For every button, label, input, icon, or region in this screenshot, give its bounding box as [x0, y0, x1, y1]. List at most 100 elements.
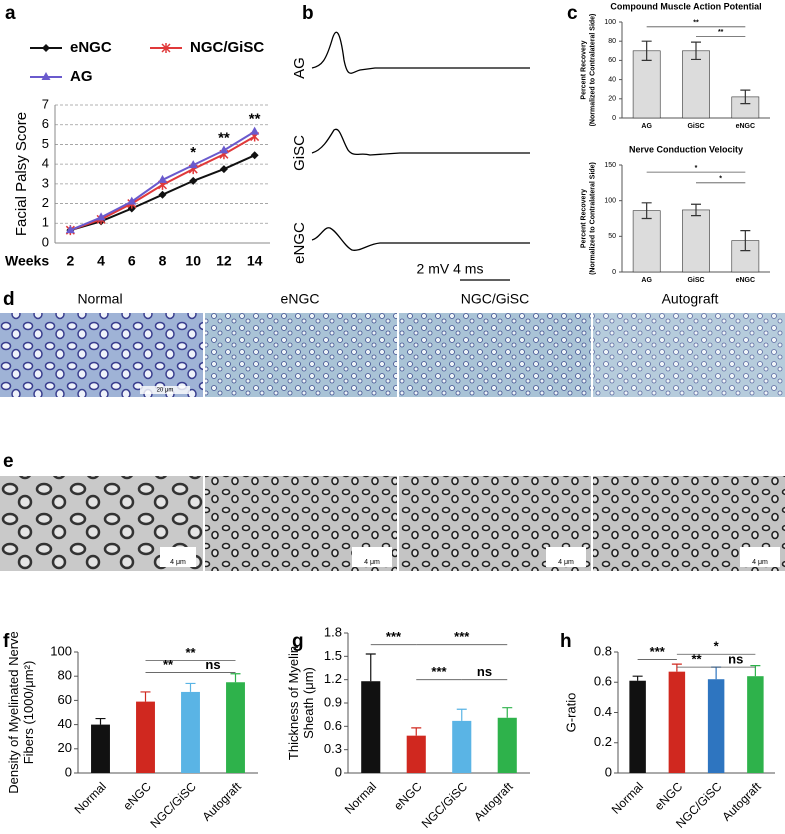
panel-letter: d: [3, 289, 15, 310]
y-tick-label: 80: [608, 38, 616, 45]
panel-letter: c: [567, 3, 578, 24]
significance: **: [693, 20, 699, 27]
error-bar: [641, 40, 652, 61]
chart-title: Compound Muscle Action Potential: [610, 1, 761, 11]
bar: [136, 701, 155, 773]
panel-letter: h: [560, 631, 572, 652]
y-tick-label: 100: [604, 198, 616, 205]
marker: [96, 212, 106, 221]
significance: ***: [650, 644, 666, 659]
x-tick-label: AG: [641, 277, 652, 284]
y-tick-label: 100: [604, 19, 616, 26]
legend-label: NGC/GiSC: [190, 39, 264, 56]
micrographs-d: [0, 313, 785, 397]
y-axis-label: Facial Palsy Score: [13, 112, 30, 236]
y-tick-label: 1: [42, 215, 49, 230]
error-bar: [502, 707, 513, 718]
micrographs-e: [0, 476, 785, 571]
marker: [189, 176, 198, 185]
x-tick-label: AG: [641, 123, 652, 130]
x-tick-label: Autograft: [471, 779, 516, 824]
legend-label: eNGC: [70, 39, 112, 56]
y-tick-label: 60: [58, 692, 72, 707]
significance: ***: [386, 629, 402, 644]
x-tick-label: 4: [97, 253, 105, 269]
y-tick-label: 0.4: [594, 704, 612, 719]
y-tick-label: 40: [58, 716, 72, 731]
x-tick-label: Normal: [342, 779, 379, 816]
y-tick-label: 0: [612, 115, 616, 122]
y-tick-label: 40: [608, 76, 616, 83]
x-tick-label: Autograft: [719, 779, 764, 824]
group-label: Autograft: [662, 291, 719, 307]
y-tick-label: 60: [608, 57, 616, 64]
legend-label: AG: [70, 68, 93, 85]
significance: **: [718, 29, 724, 36]
y-tick-label: 0: [605, 764, 612, 779]
significance: **: [185, 645, 196, 660]
y-tick-label: 3: [42, 175, 49, 190]
significance: *: [719, 176, 722, 183]
error-bar: [740, 230, 751, 252]
marker: [127, 196, 137, 205]
panel-letter: f: [3, 631, 10, 652]
y-tick-label: 100: [50, 643, 72, 658]
trace-label: eNGC: [291, 222, 308, 264]
trace-label: GiSC: [291, 135, 308, 171]
significance: ns: [728, 652, 743, 667]
significance: **: [218, 129, 230, 146]
x-tick-label: 10: [185, 253, 201, 269]
panel-letter: g: [292, 631, 304, 652]
trace-gisc: [311, 128, 530, 156]
y-tick-label: 5: [42, 136, 49, 151]
x-tick-label: eNGC: [736, 123, 755, 130]
y-axis-label: Fibers (1000/μm²): [21, 661, 36, 765]
significance: ns: [477, 664, 492, 679]
y-tick-label: 7: [42, 96, 49, 111]
y-tick-label: 0: [65, 764, 72, 779]
y-tick-label: 50: [608, 233, 616, 240]
error-bar: [456, 708, 467, 721]
y-tick-label: 6: [42, 116, 49, 131]
significance: **: [249, 111, 261, 128]
y-axis-label: (Normalized to Contralateral Side): [589, 162, 596, 275]
error-bar: [411, 727, 422, 736]
trace-ag: [311, 31, 530, 74]
group-label: NGC/GiSC: [461, 291, 529, 307]
y-tick-label: 0: [42, 234, 49, 249]
y-tick-label: 0: [612, 269, 616, 276]
bar: [632, 210, 661, 273]
significance: ns: [205, 657, 220, 672]
x-tick-label: 2: [66, 253, 74, 269]
x-tick-label: 12: [216, 253, 232, 269]
bar: [707, 679, 725, 773]
scale-bar-label: 4 μm: [170, 559, 186, 566]
x-tick-label: 6: [128, 253, 136, 269]
error-bar: [95, 717, 106, 725]
error-bar: [671, 663, 682, 672]
scale-bar-label: 4 μm: [752, 559, 768, 566]
chart-title: Nerve Conduction Velocity: [629, 144, 743, 154]
marker: [65, 225, 75, 234]
error-bar: [230, 673, 241, 683]
x-tick-label: GiSC: [687, 277, 704, 284]
significance: *: [714, 639, 720, 654]
x-axis-label: Weeks: [5, 253, 49, 269]
x-tick-label: Normal: [72, 779, 109, 816]
bar: [629, 680, 646, 773]
significance: *: [190, 144, 196, 161]
y-tick-label: 80: [58, 668, 72, 683]
marker: [42, 44, 50, 52]
panel-letter: b: [302, 3, 314, 24]
y-axis-label: Sheath (μm): [301, 667, 316, 739]
marker: [41, 72, 51, 80]
x-tick-label: eNGC: [391, 779, 425, 813]
bar: [91, 724, 110, 773]
significance: **: [691, 652, 702, 667]
error-bar: [365, 653, 376, 682]
bar: [181, 691, 200, 773]
trace-engc: [311, 227, 530, 251]
trace-scale: 2 mV 4 ms: [417, 261, 484, 277]
error-bar: [691, 41, 701, 61]
